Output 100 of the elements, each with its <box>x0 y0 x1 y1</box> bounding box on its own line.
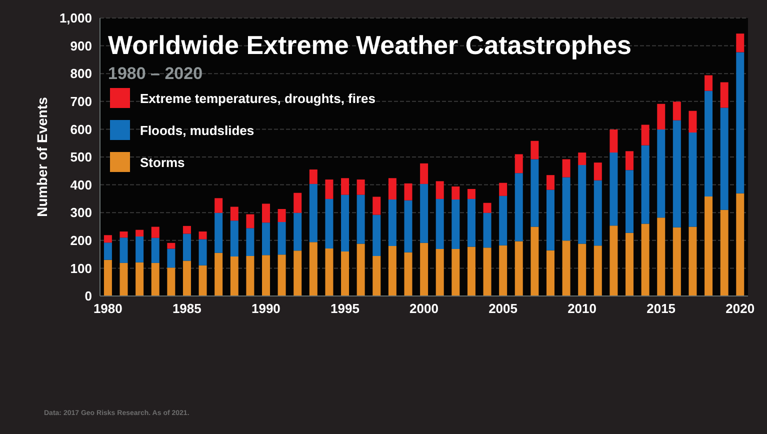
y-tick-label: 1,000 <box>59 10 92 26</box>
bar <box>104 235 112 243</box>
bar <box>104 242 112 260</box>
bar <box>594 180 602 246</box>
bar <box>167 268 176 296</box>
bar <box>230 256 238 296</box>
bar <box>672 120 681 228</box>
bar <box>372 256 381 296</box>
bar <box>704 90 713 196</box>
bar <box>182 234 191 261</box>
bar <box>120 262 128 296</box>
y-tick-label: 700 <box>70 94 92 110</box>
bar <box>182 260 191 296</box>
bar <box>688 132 697 227</box>
bar <box>214 212 223 253</box>
bar <box>688 226 697 296</box>
bar <box>420 163 428 184</box>
bar <box>483 202 492 213</box>
bar <box>641 224 650 296</box>
bar <box>325 248 334 296</box>
bar <box>325 198 334 248</box>
bar <box>151 238 160 263</box>
bar <box>530 159 539 227</box>
bar <box>514 173 523 242</box>
bar <box>562 159 570 178</box>
bar <box>436 198 444 250</box>
bar <box>294 192 302 213</box>
bar <box>246 214 254 228</box>
bar <box>294 212 302 251</box>
bar <box>736 193 744 296</box>
bar <box>404 183 412 200</box>
bar <box>404 252 412 296</box>
bar <box>309 184 318 242</box>
y-tick-label: 400 <box>70 177 92 192</box>
bar <box>262 255 270 296</box>
bar <box>136 230 144 237</box>
bar <box>530 226 539 296</box>
y-tick-label: 0 <box>84 288 92 304</box>
bar <box>356 194 365 244</box>
bar <box>546 250 554 296</box>
bar <box>499 182 508 196</box>
bar <box>230 220 238 257</box>
bar <box>720 210 728 296</box>
legend-label: Extreme temperatures, droughts, fires <box>140 90 376 106</box>
bar <box>546 175 554 190</box>
bar <box>388 178 396 200</box>
bar <box>372 196 381 215</box>
y-tick-label: 600 <box>70 122 92 137</box>
y-tick-label: 300 <box>70 205 92 220</box>
legend-label: Storms <box>140 154 185 170</box>
bar <box>278 222 286 255</box>
bar <box>610 152 618 226</box>
y-axis-title: Number of Events <box>34 96 50 217</box>
bar <box>167 242 176 249</box>
bar <box>452 249 460 296</box>
bar <box>688 110 697 133</box>
bar <box>404 200 412 252</box>
bar <box>262 204 270 223</box>
bar <box>626 170 634 233</box>
bar <box>594 162 602 180</box>
bar <box>594 246 602 296</box>
bar <box>736 52 744 194</box>
bar <box>214 252 223 296</box>
bar <box>467 188 476 199</box>
y-tick-label: 800 <box>70 66 92 82</box>
bar <box>704 75 713 91</box>
bar <box>341 252 350 296</box>
y-tick-label: 900 <box>70 38 92 54</box>
bar <box>530 140 539 160</box>
x-tick-label: 1980 <box>93 301 122 316</box>
bar <box>309 242 318 296</box>
bar <box>151 262 160 296</box>
y-tick-label: 100 <box>70 260 92 276</box>
bar <box>641 145 650 224</box>
bar <box>246 256 254 296</box>
bar <box>436 249 444 296</box>
bar <box>657 218 666 296</box>
x-tick-label: 2010 <box>568 301 597 316</box>
bar <box>736 34 744 52</box>
x-tick-label: 2005 <box>488 301 518 316</box>
bar <box>483 248 492 296</box>
bar <box>278 254 286 296</box>
bar <box>626 232 634 296</box>
x-tick-label: 2000 <box>410 301 438 316</box>
bar <box>198 265 207 296</box>
bar <box>657 104 666 130</box>
bar <box>546 190 554 250</box>
bar <box>467 246 476 296</box>
bar <box>704 196 713 296</box>
bar <box>578 244 586 296</box>
bar <box>246 228 254 256</box>
bar <box>578 165 586 244</box>
bar <box>230 206 238 221</box>
bar <box>452 200 460 250</box>
bar <box>136 262 144 296</box>
bar <box>514 241 523 296</box>
x-tick-label: 1990 <box>251 301 280 316</box>
y-tick-label: 200 <box>70 233 92 248</box>
bar <box>278 208 286 222</box>
bar <box>514 154 523 174</box>
